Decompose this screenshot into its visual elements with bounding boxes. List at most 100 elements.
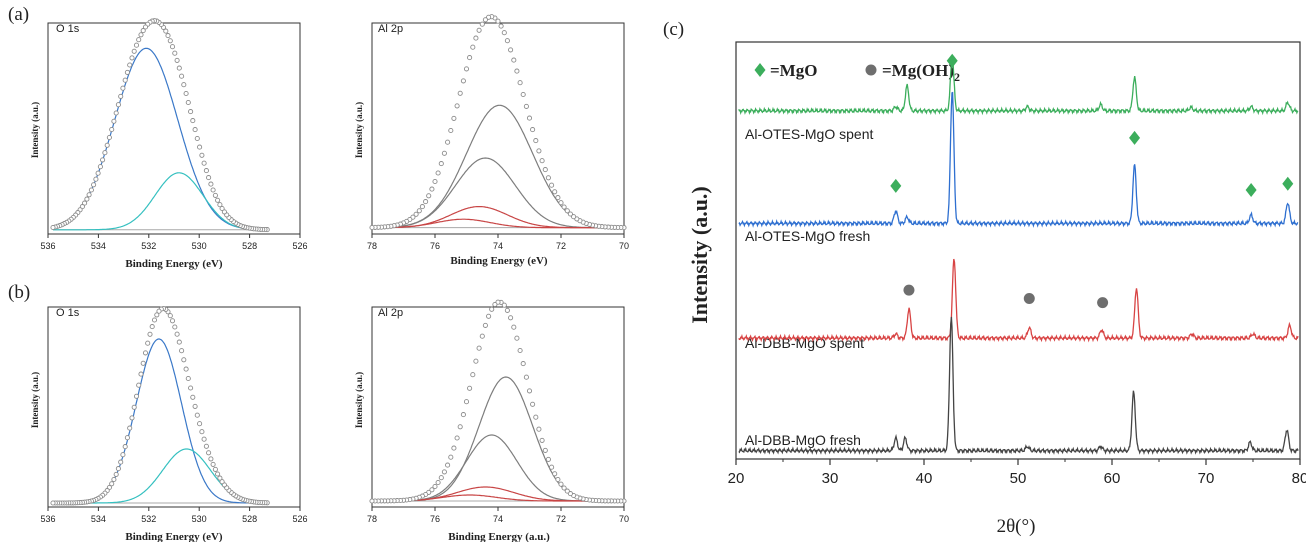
a-o1s-envelope-point bbox=[102, 150, 108, 156]
a-o1s-envelope-point bbox=[185, 99, 191, 106]
b-al2p-envelope-point bbox=[533, 414, 539, 420]
a-al2p-envelope-point bbox=[526, 115, 533, 121]
a-o1s-xlabel: Binding Energy (eV) bbox=[125, 258, 223, 270]
b-al2p-envelope-point bbox=[467, 385, 473, 391]
c-xtick-label: 50 bbox=[1010, 470, 1027, 487]
b-o1s-envelope-point bbox=[181, 357, 187, 363]
b-o1s-component-1 bbox=[53, 338, 268, 504]
c-marker-mgo bbox=[1245, 183, 1257, 198]
a-al2p-envelope-point bbox=[413, 211, 419, 217]
a-o1s-envelope-point bbox=[208, 181, 214, 187]
a-al2p-envelope-point bbox=[416, 208, 422, 214]
b-al2p-envelope-point bbox=[369, 498, 375, 504]
a-al2p-envelope-point bbox=[476, 27, 482, 33]
a-al2p-envelope-point bbox=[561, 204, 567, 210]
a-al2p-xtick-label: 78 bbox=[367, 241, 377, 251]
a-o1s-envelope-point bbox=[50, 224, 56, 231]
c-marker-mgoh2 bbox=[1023, 292, 1035, 304]
a-o1s-envelope-point bbox=[93, 176, 99, 182]
b-al2p-envelope-point bbox=[504, 307, 510, 313]
a-al2p-envelope-point bbox=[514, 68, 520, 74]
a-al2p-xtick-label: 72 bbox=[556, 241, 566, 251]
b-o1s-envelope-point bbox=[138, 371, 144, 377]
b-al2p-envelope-point bbox=[558, 481, 564, 487]
b-o1s-envelope-point bbox=[185, 375, 191, 382]
a-al2p-envelope-point bbox=[479, 21, 485, 27]
b-o1s-envelope-point bbox=[120, 452, 126, 458]
c-series-2 bbox=[738, 91, 1299, 228]
a-al2p-envelope-point bbox=[445, 139, 451, 145]
b-o1s-envelope-point bbox=[210, 461, 216, 467]
b-al2p-envelope-point bbox=[517, 347, 523, 354]
a-o1s-envelope-point bbox=[179, 73, 185, 79]
a-o1s-envelope-point bbox=[190, 118, 196, 124]
a-o1s-envelope-point bbox=[219, 205, 225, 212]
a-o1s-component-2 bbox=[53, 172, 268, 231]
b-o1s-envelope-point bbox=[217, 475, 223, 481]
b-o1s-envelope-point bbox=[127, 425, 133, 431]
b-o1s-envelope-point bbox=[212, 466, 218, 472]
a-al2p-frame bbox=[371, 22, 625, 235]
b-al2p-envelope-point bbox=[476, 345, 482, 351]
b-o1s-envelope-point bbox=[172, 324, 178, 330]
b-o1s-envelope-point bbox=[111, 476, 117, 483]
b-al2p-xtick-label: 70 bbox=[619, 514, 629, 524]
b-al2p-envelope-point bbox=[530, 401, 536, 407]
b-o1s-envelope-point bbox=[151, 317, 158, 323]
b-o1s-envelope-point bbox=[50, 500, 56, 506]
a-al2p-envelope-point bbox=[438, 161, 444, 167]
c-label-otes-spent: Al-OTES-MgO spent bbox=[745, 126, 873, 142]
c-label-otes-fresh: Al-OTES-MgO fresh bbox=[745, 228, 870, 244]
a-o1s-envelope-point bbox=[215, 197, 221, 203]
a-o1s-envelope-point bbox=[181, 82, 187, 88]
a-al2p-xtick-label: 76 bbox=[430, 241, 440, 251]
b-o1s-envelope-point bbox=[133, 393, 140, 399]
b-al2p-envelope-point bbox=[432, 483, 438, 490]
b-o1s-envelope-point bbox=[115, 466, 121, 472]
a-al2p-envelope-point bbox=[457, 90, 463, 96]
b-al2p-envelope-point bbox=[435, 479, 441, 486]
a-o1s-envelope-point bbox=[163, 28, 169, 34]
a-al2p-xtick-label: 70 bbox=[619, 241, 629, 251]
b-o1s-envelope-point bbox=[124, 435, 130, 441]
c-legend-mgoh2-sub: 2 bbox=[954, 70, 960, 84]
b-o1s-title: O 1s bbox=[56, 307, 80, 319]
a-o1s-envelope-point bbox=[172, 50, 178, 56]
a-o1s-envelope-point bbox=[115, 102, 121, 108]
b-o1s-envelope-point bbox=[183, 366, 189, 372]
a-al2p-envelope-point bbox=[520, 91, 526, 98]
a-o1s-envelope-point bbox=[212, 192, 218, 198]
a-o1s-envelope-point bbox=[169, 44, 176, 50]
a-o1s-frame bbox=[47, 22, 301, 235]
a-o1s-envelope-point bbox=[217, 202, 223, 208]
a-o1s-envelope-point bbox=[167, 38, 173, 44]
b-o1s-envelope-point bbox=[142, 350, 149, 356]
b-o1s-envelope-point bbox=[192, 403, 198, 409]
c-xtick-label: 60 bbox=[1104, 470, 1121, 487]
b-al2p-envelope-point bbox=[552, 471, 558, 477]
a-o1s-envelope-point bbox=[203, 168, 209, 174]
b-o1s-envelope-point bbox=[129, 415, 135, 421]
b-o1s-envelope-point bbox=[179, 348, 185, 354]
b-o1s-envelope-point bbox=[215, 471, 221, 477]
a-o1s-envelope-point bbox=[142, 24, 149, 30]
c-label-dbb-fresh: Al-DBB-MgO fresh bbox=[745, 432, 861, 448]
a-o1s-envelope-point bbox=[120, 85, 126, 91]
a-o1s-xtick-label: 534 bbox=[91, 241, 106, 251]
c-xlabel: 2θ(°) bbox=[997, 516, 1036, 537]
a-o1s-envelope-point bbox=[100, 157, 106, 163]
b-al2p-envelope-point bbox=[454, 435, 460, 441]
b-o1s-envelope-point bbox=[201, 436, 207, 442]
c-legend-mgoh2: =Mg(OH)2 bbox=[882, 61, 960, 84]
a-al2p-envelope-point bbox=[435, 170, 441, 176]
a-al2p-envelope-point bbox=[517, 80, 523, 86]
c-legend-mgoh2-main: =Mg(OH) bbox=[882, 61, 954, 80]
a-o1s-envelope-point bbox=[111, 118, 117, 124]
b-o1s-envelope-point bbox=[206, 450, 212, 456]
a-o1s-xtick-label: 526 bbox=[292, 241, 307, 251]
b-al2p-envelope-point bbox=[448, 454, 454, 460]
b-al2p-envelope-point bbox=[438, 475, 444, 481]
b-o1s-ylabel: Intensity (a.u.) bbox=[30, 372, 40, 428]
a-al2p-title: Al 2p bbox=[378, 23, 403, 35]
panel-label-b: (b) bbox=[8, 282, 30, 303]
